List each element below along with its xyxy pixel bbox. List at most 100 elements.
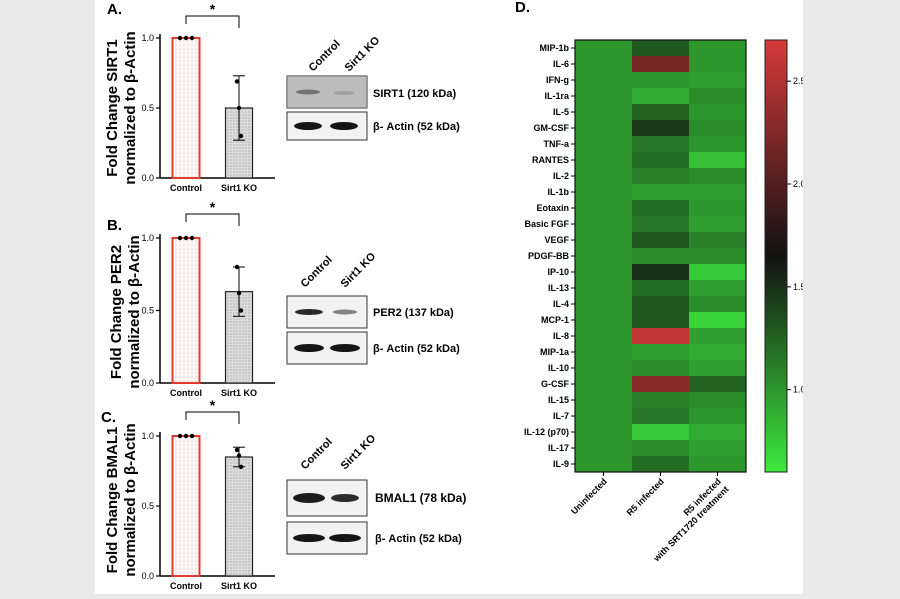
heatmap-cell: [632, 408, 689, 424]
figure-panel: A. Fold Change SIRT1 normalized to β-Act…: [95, 0, 806, 594]
heatmap-cell: [575, 56, 632, 72]
heatmap-column-label: with SRT1720 treatment: [651, 484, 731, 564]
blot-a-actin-band-control: [294, 122, 322, 130]
heatmap-row-label: VEGF: [544, 235, 569, 245]
heatmap-cell: [632, 392, 689, 408]
heatmap-column-label-group: R5 infected: [625, 476, 666, 517]
heatmap-cell: [575, 200, 632, 216]
heatmap-cell: [575, 184, 632, 200]
blot-b-actin-band-control: [294, 344, 324, 352]
heatmap-row-label: IL-4: [553, 299, 569, 309]
panel-d: D. MIP-1b IL-6 IFN-g IL-1ra IL-5 GM-CSF TNF-a R…: [515, 0, 806, 564]
heatmap-cell: [689, 72, 746, 88]
heatmap-row-label: IL-5: [553, 107, 569, 117]
panel-c-blot: Control Sirt1 KO BMAL1 (78 kDa) β- Actin…: [286, 432, 466, 555]
panel-a-data-point: [234, 79, 240, 84]
blot-c-control-label: Control: [299, 436, 335, 472]
panel-a-ylabel-line2: normalized to β-Actin: [122, 31, 139, 184]
panel-c-data-point: [183, 433, 189, 439]
heatmap-row-label: IL-9: [553, 459, 569, 469]
heatmap-cell: [632, 120, 689, 136]
heatmap-cell: [575, 280, 632, 296]
colorbar-tick-label: 2.5: [793, 76, 803, 86]
heatmap-row-label: IL-12 (p70): [524, 427, 569, 437]
colorbar-tick-label: 1.0: [793, 385, 803, 395]
heatmap-row-label: Eotaxin: [536, 203, 569, 213]
heatmap-cell: [632, 136, 689, 152]
heatmap-cell: [632, 376, 689, 392]
heatmap-row-label: IL-7: [553, 411, 569, 421]
heatmap-cell: [575, 120, 632, 136]
heatmap-cell: [632, 104, 689, 120]
heatmap-cell: [575, 104, 632, 120]
heatmap-cell: [689, 168, 746, 184]
colorbar: [764, 39, 788, 473]
heatmap-cell: [632, 296, 689, 312]
panel-a-data-point: [236, 105, 242, 111]
heatmap-cell: [689, 408, 746, 424]
heatmap-row-label: MIP-1b: [539, 43, 569, 53]
panel-b-data-point: [183, 235, 189, 241]
heatmap-cell: [689, 344, 746, 360]
panel-c: C. Fold Change BMAL1 normalized to β-Act…: [101, 397, 466, 591]
heatmap-cell: [689, 328, 746, 344]
panel-b-data-point: [236, 290, 242, 296]
heatmap-cell: [575, 88, 632, 104]
colorbar-tick-label: 2.0: [793, 179, 803, 189]
panel-c-significance-star: *: [210, 397, 216, 413]
heatmap-cell: [575, 328, 632, 344]
heatmap-cell: [689, 104, 746, 120]
blot-a-control-label: Control: [307, 38, 343, 74]
panel-b-bar-pattern: [173, 239, 199, 382]
panel-b-x-label-control: Control: [170, 388, 202, 398]
heatmap-cell: [575, 72, 632, 88]
heatmap-cell: [689, 456, 746, 472]
heatmap-row-label: G-CSF: [541, 379, 570, 389]
heatmap-cell: [575, 392, 632, 408]
blot-b-target-band-control: [295, 309, 323, 315]
heatmap-cell: [689, 296, 746, 312]
heatmap-cell: [575, 232, 632, 248]
heatmap-cell: [689, 232, 746, 248]
heatmap-cell: [575, 248, 632, 264]
panel-c-y-tick-label: 0.0: [141, 571, 154, 581]
heatmap-cell: [689, 424, 746, 440]
heatmap-cell: [632, 344, 689, 360]
heatmap-cell: [575, 152, 632, 168]
heatmap-row-label: IL-13: [548, 283, 569, 293]
blot-b-target-band-ko: [333, 309, 357, 315]
panel-a-blot: Control Sirt1 KO SIRT1 (120 kDa) β- Acti…: [286, 34, 460, 141]
panel-a-ylabel-line1: Fold Change SIRT1: [104, 39, 121, 177]
panel-a-y-tick-label: 0.0: [141, 173, 154, 183]
heatmap-cell: [632, 280, 689, 296]
panel-c-ylabel-line2: normalized to β-Actin: [122, 423, 139, 576]
panel-b-data-point: [189, 235, 195, 241]
panel-a-bar-pattern: [173, 39, 199, 177]
heatmap-cell: [575, 168, 632, 184]
blot-a-target-label: SIRT1 (120 kDa): [373, 88, 456, 100]
panel-b-data-point: [238, 308, 244, 313]
heatmap-cell: [632, 72, 689, 88]
blot-c-actin-band-ko: [329, 534, 361, 542]
heatmap-row-label: IL-10: [548, 363, 569, 373]
heatmap-row-label: MIP-1a: [540, 347, 570, 357]
panel-c-data-point: [238, 464, 244, 469]
panel-b-letter: B.: [107, 217, 122, 234]
panel-b-ylabel-line2: normalized to β-Actin: [126, 235, 143, 388]
heatmap-row-label: PDGF-BB: [528, 251, 569, 261]
panel-b-data-point: [234, 264, 240, 270]
heatmap-cell: [689, 120, 746, 136]
figure-svg: A. Fold Change SIRT1 normalized to β-Act…: [101, 0, 806, 591]
panel-a-letter: A.: [107, 1, 122, 18]
heatmap-cell: [689, 264, 746, 280]
blot-a-ko-label: Sirt1 KO: [343, 34, 383, 74]
heatmap-row-label: GM-CSF: [534, 123, 570, 133]
heatmap-cell: [689, 40, 746, 56]
heatmap-cell: [632, 440, 689, 456]
heatmap-row-label: IL-17: [548, 443, 569, 453]
colorbar-tick-label: 1.5: [793, 282, 803, 292]
panel-a-data-point: [238, 133, 244, 139]
blot-c-target-band-ko: [331, 494, 359, 502]
panel-a: A. Fold Change SIRT1 normalized to β-Act…: [104, 1, 460, 193]
heatmap-cell: [689, 88, 746, 104]
